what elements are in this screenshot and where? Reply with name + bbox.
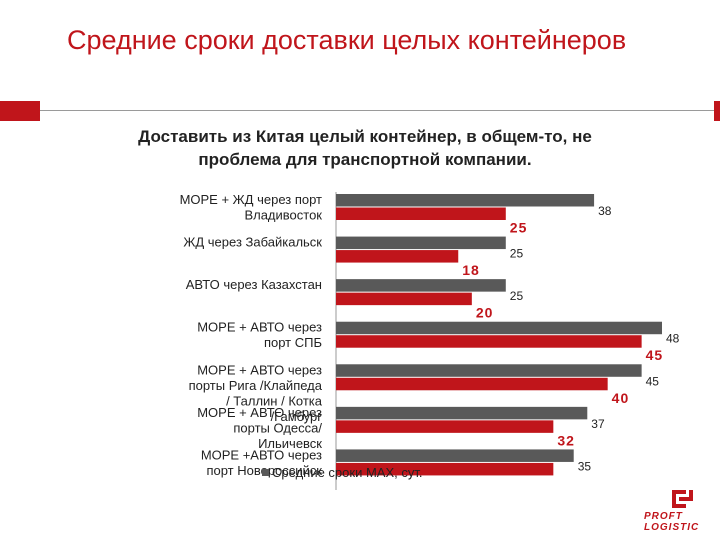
bar-series-1	[336, 194, 595, 207]
category-label: /Гамбург	[271, 409, 323, 424]
legend-label: Средние сроки MAX, сут.	[272, 465, 422, 480]
category-label: МОРЕ + АВТО через	[197, 405, 322, 420]
logo-text: PROFT LOGISTIC	[644, 511, 718, 533]
category-label: порт СПБ	[264, 335, 322, 350]
category-label: ЖД через Забайкальск	[183, 235, 322, 250]
logo-text-bottom: LOGISTIC	[644, 522, 700, 533]
title-divider	[40, 110, 714, 111]
bar-series-1	[336, 449, 574, 462]
accent-tab-right	[714, 101, 720, 121]
data-label-series-1: 48	[666, 332, 680, 346]
category-label: Ильичевск	[258, 436, 322, 451]
bar-series-2	[336, 420, 554, 433]
data-label-series-2: 32	[557, 432, 575, 448]
slide-subtitle: Доставить из Китая целый контейнер, в об…	[138, 127, 592, 169]
data-label-series-2: 18	[462, 262, 480, 278]
category-label: порты Рига /Клайпеда	[189, 378, 323, 393]
logo-text-top: PROFT	[644, 511, 683, 522]
category-label: МОРЕ +АВТО через	[201, 447, 322, 462]
bar-series-1	[336, 406, 588, 420]
data-label-series-2: 40	[612, 390, 630, 406]
category-label: МОРЕ + ЖД через порт	[180, 192, 322, 207]
legend-swatch	[262, 469, 269, 476]
category-label: АВТО через Казахстан	[186, 277, 322, 292]
slide-title: Средние сроки доставки целых контейнеров	[67, 25, 627, 55]
data-label-series-2: 20	[476, 305, 494, 321]
category-label: порты Одесса/	[233, 420, 322, 435]
data-label-series-1: 25	[510, 247, 524, 261]
data-label-series-1: 38	[598, 204, 612, 218]
category-label: МОРЕ + АВТО через	[197, 320, 322, 335]
bar-series-2	[336, 462, 554, 476]
bar-series-1	[336, 364, 642, 377]
bar-series-1	[336, 321, 662, 335]
accent-tab-left	[0, 101, 40, 121]
data-label-series-1: 35	[578, 459, 592, 473]
category-label: / Таллин / Котка	[226, 393, 323, 408]
bar-series-1	[336, 279, 506, 292]
data-label-series-2: 45	[646, 347, 664, 363]
category-label: Владивосток	[244, 208, 322, 223]
bar-series-2	[336, 292, 472, 306]
data-label-series-1: 37	[591, 417, 605, 431]
bar-series-2	[336, 377, 608, 391]
logo-mark-icon	[672, 490, 693, 508]
category-label: МОРЕ + АВТО через	[197, 362, 322, 377]
data-label-series-2: 25	[510, 220, 528, 236]
bar-series-2	[336, 250, 459, 263]
bar-series-2	[336, 207, 506, 220]
data-label-series-1: 45	[646, 374, 660, 388]
data-label-series-1: 25	[510, 289, 524, 303]
bar-series-1	[336, 236, 506, 250]
bar-series-2	[336, 335, 642, 348]
